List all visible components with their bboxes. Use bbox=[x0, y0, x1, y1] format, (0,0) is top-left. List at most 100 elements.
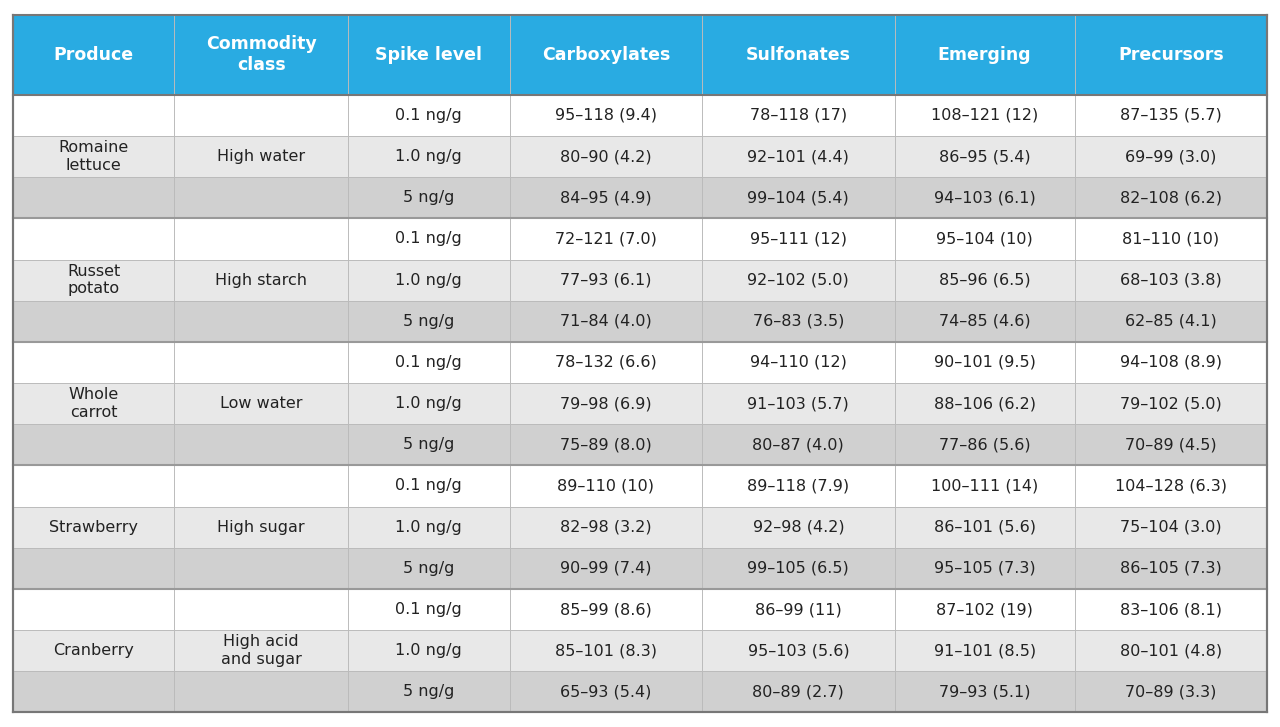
Text: 78–118 (17): 78–118 (17) bbox=[750, 108, 847, 123]
Text: 76–83 (3.5): 76–83 (3.5) bbox=[753, 314, 844, 329]
Bar bbox=[1075, 218, 1267, 260]
Bar bbox=[703, 342, 895, 383]
Bar bbox=[13, 260, 174, 301]
Bar bbox=[348, 301, 509, 342]
Text: 69–99 (3.0): 69–99 (3.0) bbox=[1125, 149, 1216, 164]
Text: 1.0 ng/g: 1.0 ng/g bbox=[396, 149, 462, 164]
Bar bbox=[13, 465, 174, 507]
Text: 86–95 (5.4): 86–95 (5.4) bbox=[938, 149, 1030, 164]
Bar bbox=[1075, 671, 1267, 712]
Text: Produce: Produce bbox=[54, 46, 133, 64]
Text: Sulfonates: Sulfonates bbox=[746, 46, 851, 64]
Text: High sugar: High sugar bbox=[218, 520, 305, 534]
Bar bbox=[174, 177, 348, 218]
Bar bbox=[174, 547, 348, 589]
Text: 79–93 (5.1): 79–93 (5.1) bbox=[940, 684, 1030, 699]
Text: 92–101 (4.4): 92–101 (4.4) bbox=[748, 149, 850, 164]
Text: 72–121 (7.0): 72–121 (7.0) bbox=[556, 231, 657, 246]
Bar bbox=[348, 507, 509, 547]
Bar bbox=[1075, 177, 1267, 218]
Bar bbox=[703, 95, 895, 136]
Bar bbox=[895, 218, 1075, 260]
Text: 77–86 (5.6): 77–86 (5.6) bbox=[938, 438, 1030, 452]
Text: 80–89 (2.7): 80–89 (2.7) bbox=[753, 684, 845, 699]
Text: 95–118 (9.4): 95–118 (9.4) bbox=[554, 108, 657, 123]
Text: 91–101 (8.5): 91–101 (8.5) bbox=[933, 643, 1036, 658]
Bar bbox=[895, 671, 1075, 712]
Bar bbox=[174, 95, 348, 136]
Bar bbox=[895, 630, 1075, 671]
Bar bbox=[703, 15, 895, 95]
Bar bbox=[703, 301, 895, 342]
Text: 0.1 ng/g: 0.1 ng/g bbox=[396, 478, 462, 494]
Text: 100–111 (14): 100–111 (14) bbox=[931, 478, 1038, 494]
Text: 80–87 (4.0): 80–87 (4.0) bbox=[753, 438, 845, 452]
Text: 99–105 (6.5): 99–105 (6.5) bbox=[748, 561, 849, 576]
Bar bbox=[348, 136, 509, 177]
Text: Carboxylates: Carboxylates bbox=[541, 46, 669, 64]
Text: 95–111 (12): 95–111 (12) bbox=[750, 231, 847, 246]
Bar bbox=[509, 15, 703, 95]
Bar bbox=[13, 95, 174, 136]
Bar bbox=[348, 260, 509, 301]
Bar bbox=[895, 136, 1075, 177]
Bar bbox=[509, 136, 703, 177]
Text: Low water: Low water bbox=[220, 396, 302, 411]
Bar bbox=[703, 465, 895, 507]
Text: 89–118 (7.9): 89–118 (7.9) bbox=[748, 478, 850, 494]
Bar bbox=[703, 671, 895, 712]
Text: 1.0 ng/g: 1.0 ng/g bbox=[396, 520, 462, 534]
Bar bbox=[348, 671, 509, 712]
Bar bbox=[13, 589, 174, 630]
Bar bbox=[1075, 425, 1267, 465]
Text: 90–99 (7.4): 90–99 (7.4) bbox=[561, 561, 652, 576]
Bar bbox=[895, 342, 1075, 383]
Bar bbox=[348, 15, 509, 95]
Bar bbox=[348, 177, 509, 218]
Bar bbox=[703, 136, 895, 177]
Bar bbox=[895, 15, 1075, 95]
Text: 85–96 (6.5): 85–96 (6.5) bbox=[938, 273, 1030, 288]
Bar bbox=[509, 95, 703, 136]
Bar bbox=[703, 260, 895, 301]
Bar bbox=[1075, 507, 1267, 547]
Bar bbox=[703, 383, 895, 425]
Bar bbox=[509, 383, 703, 425]
Bar bbox=[348, 425, 509, 465]
Text: High starch: High starch bbox=[215, 273, 307, 288]
Bar bbox=[13, 547, 174, 589]
Text: Emerging: Emerging bbox=[938, 46, 1032, 64]
Bar bbox=[895, 260, 1075, 301]
Bar bbox=[13, 218, 174, 260]
Text: 65–93 (5.4): 65–93 (5.4) bbox=[561, 684, 652, 699]
Bar bbox=[1075, 383, 1267, 425]
Bar bbox=[348, 95, 509, 136]
Text: 74–85 (4.6): 74–85 (4.6) bbox=[938, 314, 1030, 329]
Text: 80–90 (4.2): 80–90 (4.2) bbox=[561, 149, 652, 164]
Bar bbox=[895, 547, 1075, 589]
Bar bbox=[509, 218, 703, 260]
Bar bbox=[509, 465, 703, 507]
Bar bbox=[348, 630, 509, 671]
Bar bbox=[1075, 342, 1267, 383]
Bar bbox=[174, 383, 348, 425]
Bar bbox=[1075, 95, 1267, 136]
Bar bbox=[13, 301, 174, 342]
Bar bbox=[348, 383, 509, 425]
Bar bbox=[1075, 15, 1267, 95]
Text: 5 ng/g: 5 ng/g bbox=[403, 190, 454, 205]
Text: 79–102 (5.0): 79–102 (5.0) bbox=[1120, 396, 1222, 411]
Text: 83–106 (8.1): 83–106 (8.1) bbox=[1120, 602, 1222, 617]
Text: High water: High water bbox=[218, 149, 305, 164]
Bar bbox=[174, 301, 348, 342]
Text: Whole
carrot: Whole carrot bbox=[68, 387, 119, 419]
Text: 71–84 (4.0): 71–84 (4.0) bbox=[559, 314, 652, 329]
Bar bbox=[174, 589, 348, 630]
Text: 5 ng/g: 5 ng/g bbox=[403, 438, 454, 452]
Bar bbox=[174, 671, 348, 712]
Bar bbox=[703, 507, 895, 547]
Bar bbox=[895, 589, 1075, 630]
Bar bbox=[348, 342, 509, 383]
Text: 1.0 ng/g: 1.0 ng/g bbox=[396, 396, 462, 411]
Bar bbox=[174, 465, 348, 507]
